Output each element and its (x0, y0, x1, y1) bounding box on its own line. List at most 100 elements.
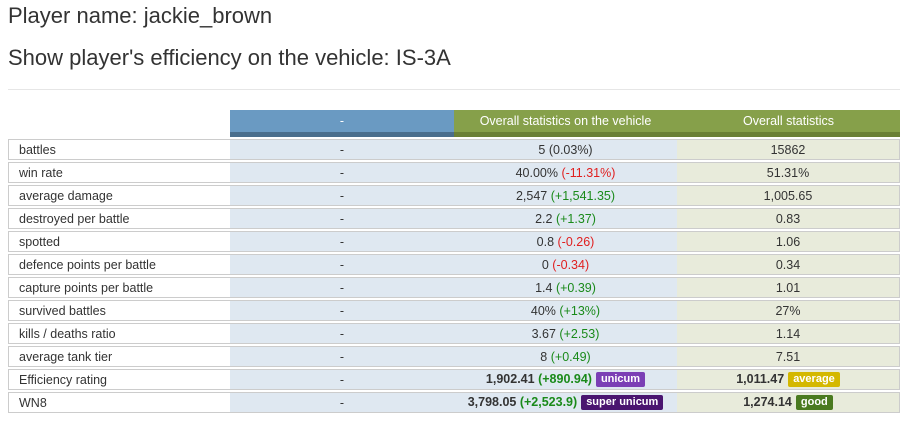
table-row: win rate - 40.00% (-11.31%) 51.31% (8, 162, 900, 183)
row-label: average damage (8, 185, 230, 206)
vehicle-delta: (+0.39) (555, 280, 596, 295)
overall-value-cell: 1,011.47 average (677, 369, 900, 390)
vehicle-value-cell: 2.2 (+1.37) (454, 208, 677, 229)
divider (8, 89, 900, 90)
vehicle-delta: (+890.94) (538, 372, 592, 386)
table-row: Efficiency rating - 1,902.41 (+890.94) un… (8, 369, 900, 390)
overall-value: 27% (775, 303, 801, 318)
vehicle-value-cell: 0.8 (-0.26) (454, 231, 677, 252)
header-compare: - (230, 110, 454, 137)
vehicle-value-cell: 5 (0.03%) (454, 139, 677, 160)
vehicle-value-cell: 3.67 (+2.53) (454, 323, 677, 344)
table-row: kills / deaths ratio - 3.67 (+2.53) 1.14 (8, 323, 900, 344)
compare-value: - (230, 323, 454, 344)
compare-value: - (230, 300, 454, 321)
overall-value: 1,274.14 (743, 395, 792, 409)
overall-value: 1,005.65 (763, 188, 813, 203)
row-label: defence points per battle (8, 254, 230, 275)
header-overall-stats: Overall statistics (677, 110, 900, 137)
overall-value: 0.83 (775, 211, 801, 226)
table-row: WN8 - 3,798.05 (+2,523.9) super unicum 1,… (8, 392, 900, 413)
overall-value: 1.14 (775, 326, 801, 341)
vehicle-heading: Show player's efficiency on the vehicle:… (8, 45, 451, 70)
table-row: spotted - 0.8 (-0.26) 1.06 (8, 231, 900, 252)
compare-value: - (230, 254, 454, 275)
compare-value: - (230, 208, 454, 229)
table-row: capture points per battle - 1.4 (+0.39) … (8, 277, 900, 298)
overall-value-cell: 1.01 (677, 277, 900, 298)
vehicle-value: 1.4 (535, 280, 553, 295)
vehicle-delta: (0.03%) (548, 142, 593, 157)
rating-badge: super unicum (581, 395, 664, 410)
stats-table: - Overall statistics on the vehicle Over… (8, 108, 900, 415)
rating-badge: unicum (595, 372, 646, 387)
row-label: average tank tier (8, 346, 230, 367)
overall-value-cell: 1.14 (677, 323, 900, 344)
compare-value: - (230, 185, 454, 206)
vehicle-value: 2.2 (535, 211, 553, 226)
overall-value: 1.01 (775, 280, 801, 295)
compare-value: - (230, 277, 454, 298)
vehicle-value-cell: 1.4 (+0.39) (454, 277, 677, 298)
vehicle-delta: (+2,523.9) (519, 395, 578, 409)
table-row: battles - 5 (0.03%) 15862 (8, 139, 900, 160)
compare-value: - (230, 231, 454, 252)
table-row: destroyed per battle - 2.2 (+1.37) 0.83 (8, 208, 900, 229)
vehicle-value-cell: 2,547 (+1,541.35) (454, 185, 677, 206)
vehicle-delta: (+1,541.35) (550, 188, 616, 203)
compare-value: - (230, 392, 454, 413)
vehicle-value-cell: 1,902.41 (+890.94) unicum (454, 369, 677, 390)
overall-value: 0.34 (775, 257, 801, 272)
overall-value-cell: 0.83 (677, 208, 900, 229)
table-row: survived battles - 40% (+13%) 27% (8, 300, 900, 321)
vehicle-value: 40.00% (515, 165, 558, 180)
vehicle-delta: (+1.37) (555, 211, 596, 226)
overall-value: 15862 (770, 142, 806, 157)
overall-value-cell: 0.34 (677, 254, 900, 275)
overall-value: 7.51 (775, 349, 801, 364)
vehicle-value: 0 (541, 257, 549, 272)
vehicle-delta: (-0.34) (552, 257, 590, 272)
overall-value: 1,011.47 (736, 372, 785, 386)
overall-value-cell: 1,274.14 good (677, 392, 900, 413)
row-label: win rate (8, 162, 230, 183)
compare-value: - (230, 139, 454, 160)
table-row: average tank tier - 8 (+0.49) 7.51 (8, 346, 900, 367)
vehicle-value: 2,547 (515, 188, 548, 203)
player-name-heading: Player name: jackie_brown (8, 3, 273, 28)
overall-value: 51.31% (766, 165, 810, 180)
vehicle-value: 3.67 (531, 326, 556, 341)
vehicle-value-cell: 0 (-0.34) (454, 254, 677, 275)
compare-value: - (230, 162, 454, 183)
rating-badge: good (795, 395, 833, 410)
vehicle-value-cell: 40% (+13%) (454, 300, 677, 321)
row-label: kills / deaths ratio (8, 323, 230, 344)
vehicle-value: 40% (530, 303, 556, 318)
row-label: battles (8, 139, 230, 160)
vehicle-delta: (-0.26) (557, 234, 595, 249)
row-label: Efficiency rating (8, 369, 230, 390)
overall-value-cell: 7.51 (677, 346, 900, 367)
row-label: spotted (8, 231, 230, 252)
rating-badge: average (788, 372, 840, 387)
vehicle-value: 5 (538, 142, 546, 157)
vehicle-delta: (+2.53) (559, 326, 600, 341)
vehicle-value-cell: 40.00% (-11.31%) (454, 162, 677, 183)
vehicle-value: 0.8 (536, 234, 555, 249)
row-label: WN8 (8, 392, 230, 413)
table-row: defence points per battle - 0 (-0.34) 0.… (8, 254, 900, 275)
row-label: survived battles (8, 300, 230, 321)
overall-value-cell: 1,005.65 (677, 185, 900, 206)
header-vehicle-stats: Overall statistics on the vehicle (454, 110, 677, 137)
vehicle-value: 3,798.05 (467, 395, 517, 409)
overall-value-cell: 1.06 (677, 231, 900, 252)
compare-value: - (230, 369, 454, 390)
overall-value: 1.06 (775, 234, 801, 249)
overall-value-cell: 15862 (677, 139, 900, 160)
vehicle-value-cell: 3,798.05 (+2,523.9) super unicum (454, 392, 677, 413)
vehicle-delta: (-11.31%) (561, 165, 616, 180)
table-row: average damage - 2,547 (+1,541.35) 1,005… (8, 185, 900, 206)
vehicle-value-cell: 8 (+0.49) (454, 346, 677, 367)
overall-value-cell: 27% (677, 300, 900, 321)
vehicle-value: 1,902.41 (485, 372, 535, 386)
